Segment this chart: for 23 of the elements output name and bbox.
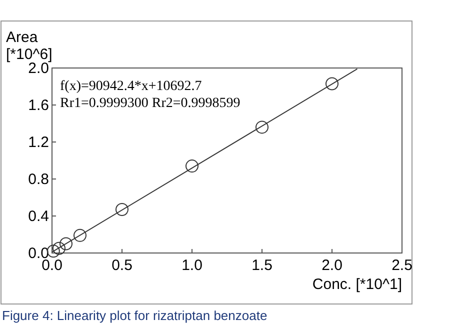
y-tick-label: 1.2: [28, 134, 49, 151]
point: [256, 120, 268, 134]
caption: Figure 4: Linearity plot for rizatriptan benzoate: [2, 308, 268, 323]
point: [52, 242, 66, 255]
x-tick-label: 0.0: [42, 257, 62, 274]
x-tick-label: 1.5: [252, 257, 272, 274]
x-tick-label: 2.5: [392, 257, 412, 274]
point: [60, 237, 72, 250]
y-tick-label: 0.4: [28, 208, 49, 225]
point: [74, 228, 86, 242]
point: [326, 77, 338, 90]
point: [186, 160, 198, 173]
y-tick-label: 1.6: [28, 97, 49, 114]
y-axis-title: Area [*10^6]: [6, 29, 52, 63]
x-tick-label: 1.0: [182, 257, 202, 274]
x-axis-title: Conc. [*10^1]: [312, 276, 402, 293]
x-tick-label: 2.0: [322, 257, 342, 274]
y-tick-label: 0.8: [28, 171, 49, 188]
y-tick-label: 2.0: [28, 60, 49, 77]
x-tick-label: 0.5: [112, 257, 132, 274]
point: [116, 203, 128, 216]
annotation: Rr1=0.9999300 Rr2=0.9998599: [60, 96, 240, 111]
annotation: f(x)=90942.4*x+10692.7: [60, 79, 202, 94]
